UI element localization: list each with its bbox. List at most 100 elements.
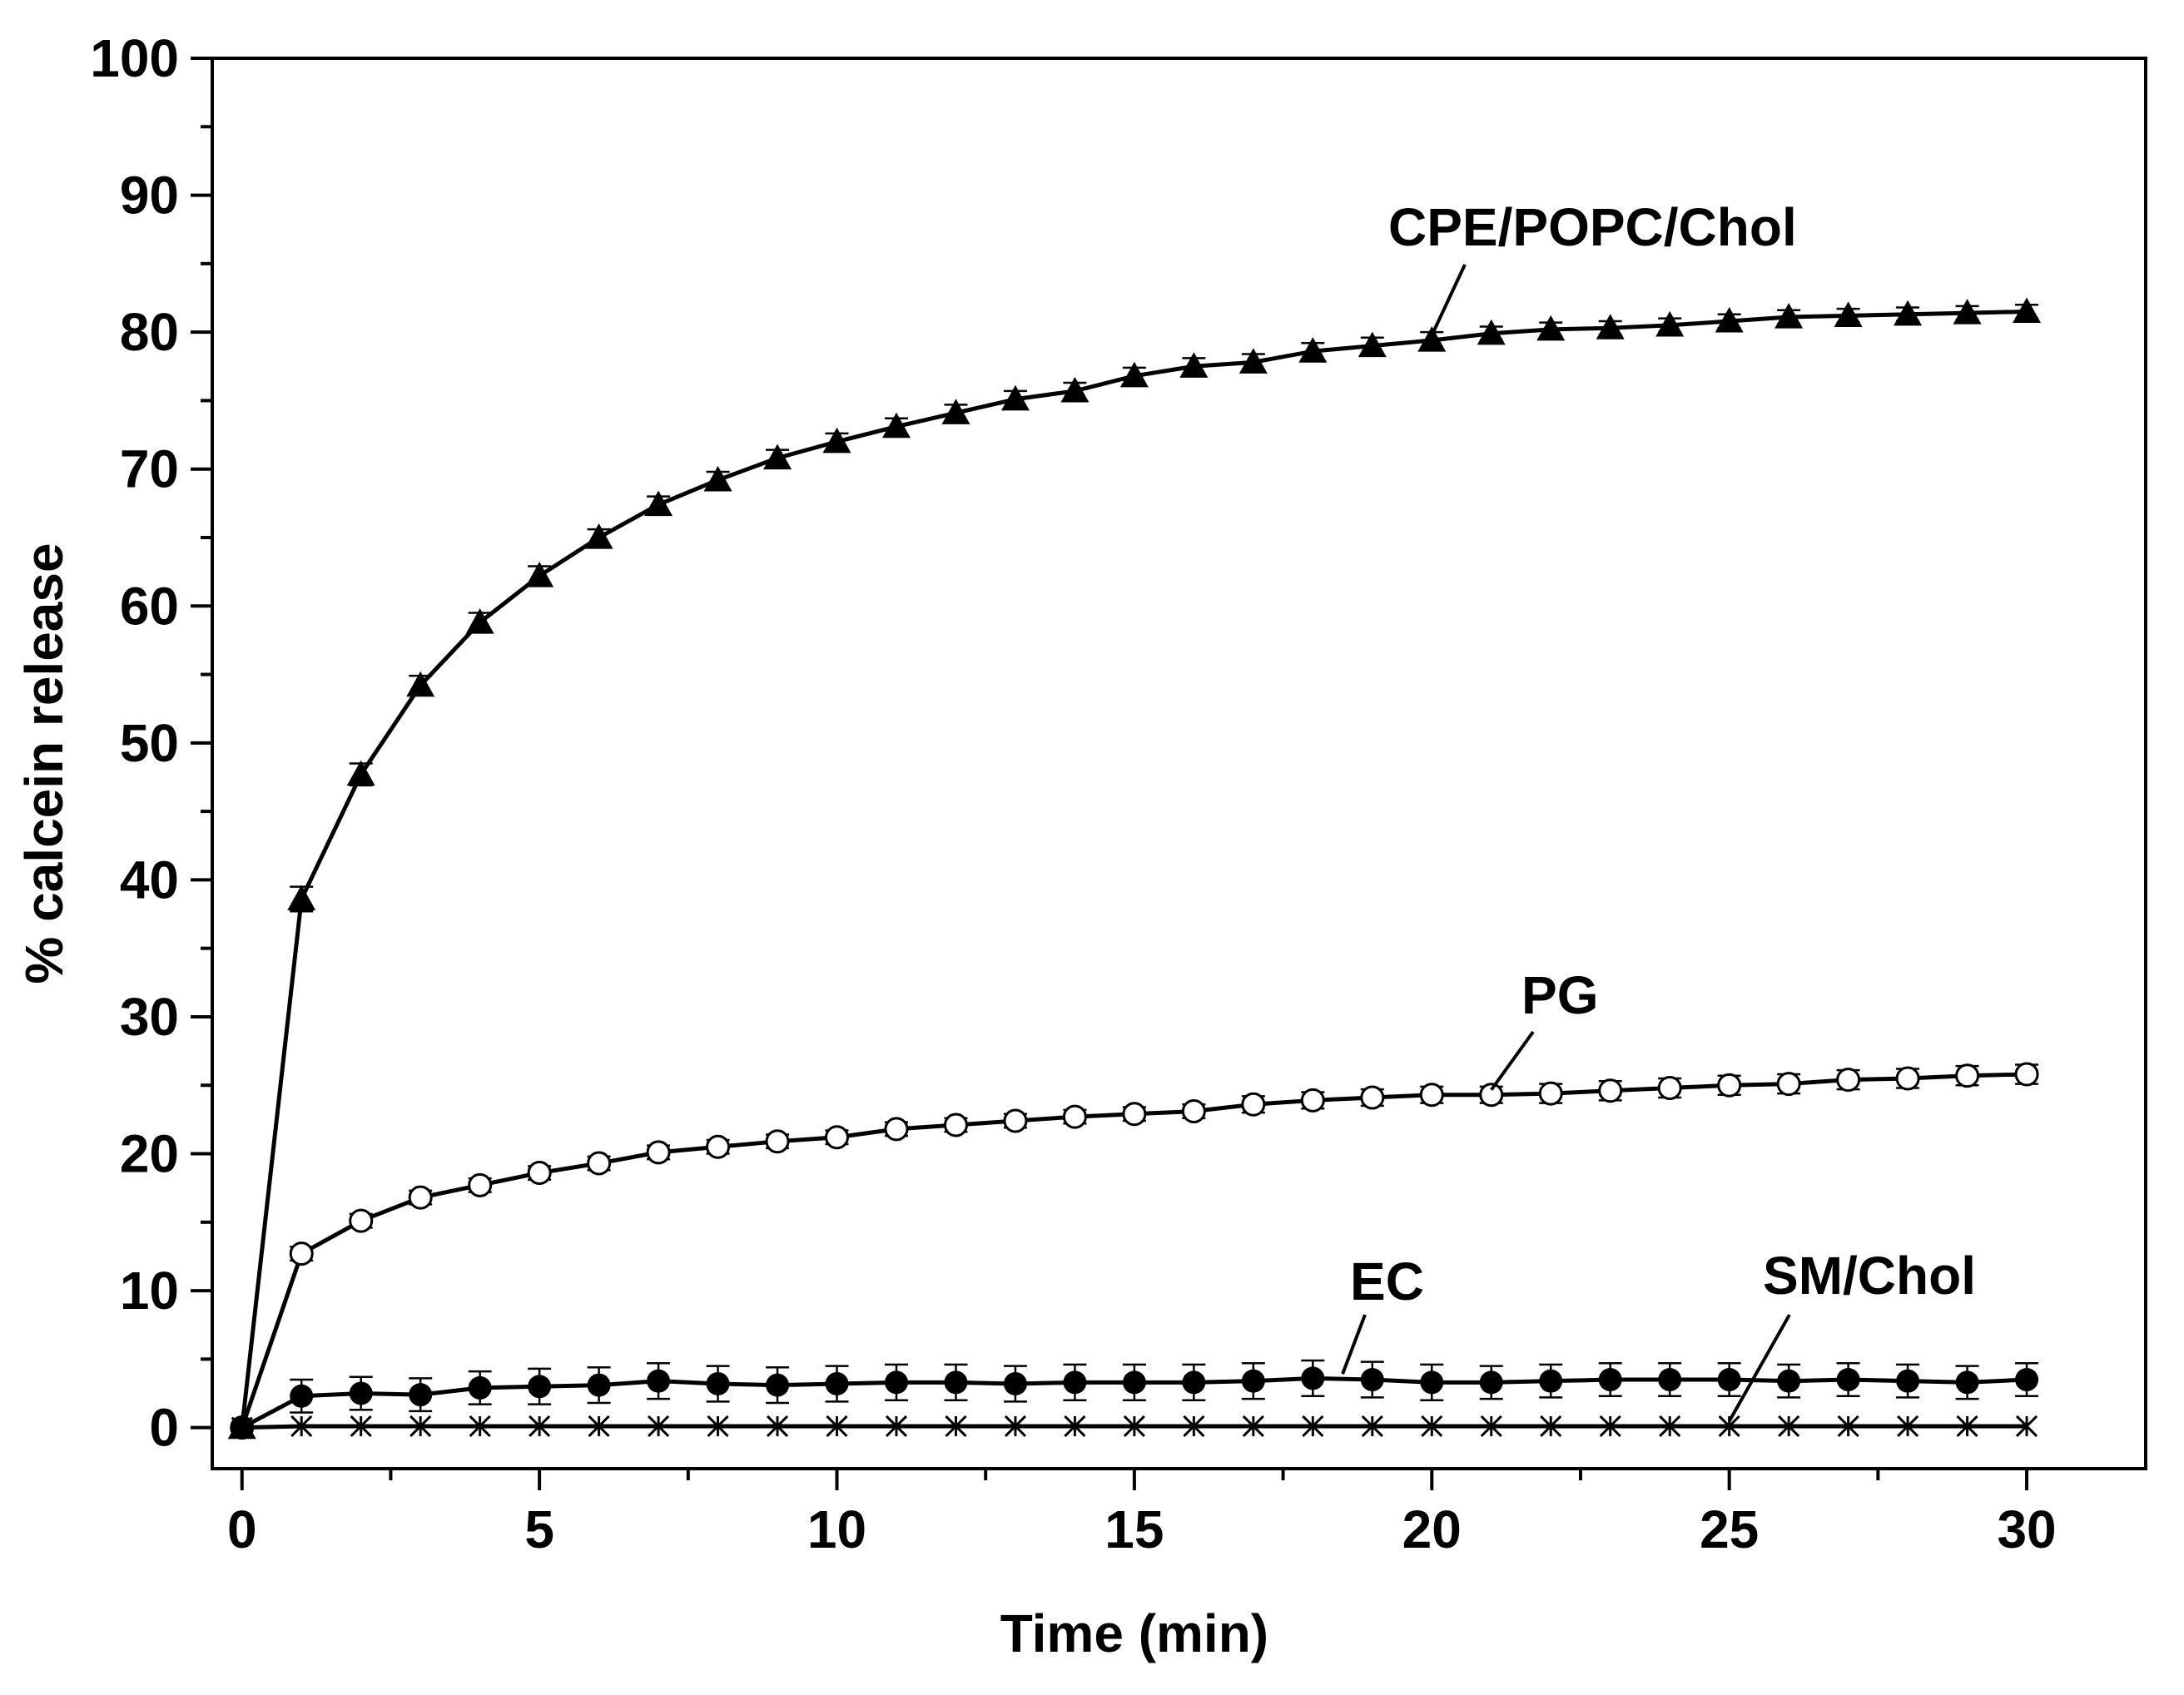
data-point-marker: [1836, 1368, 1860, 1392]
data-point-marker: [1596, 314, 1625, 339]
data-point-marker: [825, 1125, 850, 1150]
data-point-marker: [1778, 1415, 1800, 1438]
data-point-marker: [469, 1415, 491, 1438]
data-point-marker: [1955, 1063, 1980, 1088]
data-point-marker: [1717, 1073, 1742, 1098]
data-point-marker: [1062, 1104, 1087, 1129]
data-point-marker: [1538, 1081, 1563, 1106]
plot-border: [211, 57, 2147, 1470]
data-point-marker: [1956, 1415, 1978, 1438]
data-point-marker: [1123, 1415, 1145, 1438]
data-point-marker: [468, 1172, 493, 1197]
data-point-marker: [290, 1384, 314, 1408]
data-point-marker: [646, 1140, 671, 1165]
data-point-marker: [1836, 1068, 1861, 1093]
data-point-marker: [1300, 1088, 1325, 1113]
y-tick-label: 60: [120, 576, 179, 636]
data-point-marker: [1655, 310, 1685, 337]
data-point-marker: [1060, 376, 1090, 403]
data-point-marker: [1419, 1083, 1444, 1108]
data-point-marker: [706, 1134, 731, 1159]
annotation-cpe-popc-chol: CPE/POPC/Chol: [1388, 197, 1797, 336]
series-ec: [230, 1359, 2039, 1440]
data-point-marker: [349, 1208, 374, 1233]
data-point-marker: [1599, 1415, 1621, 1438]
data-point-marker: [2015, 1368, 2039, 1392]
data-point-marker: [468, 1375, 492, 1400]
data-point-marker: [766, 1373, 790, 1397]
data-point-marker: [1301, 1366, 1325, 1390]
data-point-marker: [1715, 306, 1744, 333]
data-point-marker: [408, 1185, 433, 1210]
data-point-marker: [1598, 1078, 1623, 1103]
y-tick-label: 90: [120, 166, 179, 226]
data-point-marker: [1479, 1370, 1503, 1395]
plot-frame: [211, 57, 2147, 1470]
data-point-marker: [1421, 1415, 1443, 1438]
data-point-marker: [648, 1415, 670, 1438]
y-tick-label: 30: [120, 987, 179, 1047]
data-point-marker: [587, 1151, 612, 1176]
data-point-marker: [825, 1371, 849, 1395]
series-sm-chol: [231, 1415, 2038, 1439]
x-axis-title: Time (min): [1000, 1603, 1268, 1663]
series-line-cpe-popc-chol: [240, 309, 2028, 1428]
y-tick-label: 40: [120, 850, 179, 909]
data-point-marker: [1774, 303, 1804, 329]
data-point-marker: [1003, 1108, 1028, 1133]
data-point-marker: [2014, 1062, 2039, 1087]
y-tick-label: 20: [120, 1124, 179, 1184]
y-axis: 0 10 20 30 40 50 60 70 80 90 100: [90, 28, 212, 1458]
series-cpe-popc-chol: [227, 297, 2042, 1440]
data-point-marker: [763, 444, 792, 470]
data-point-marker: [1658, 1368, 1682, 1392]
annotation-ec: EC: [1341, 1251, 1424, 1375]
annotation-label: PG: [1521, 965, 1598, 1025]
data-point-marker: [644, 490, 673, 517]
data-point-marker: [1003, 1371, 1027, 1395]
data-point-marker: [881, 412, 911, 439]
x-tick-label: 15: [1104, 1499, 1164, 1559]
data-point-marker: [1119, 361, 1149, 388]
annotation-label: EC: [1350, 1251, 1424, 1311]
data-point-marker: [465, 608, 494, 634]
data-point-marker: [409, 1383, 433, 1407]
data-point-marker: [1179, 352, 1209, 378]
y-tick-label: 10: [120, 1261, 179, 1321]
data-point-marker: [647, 1369, 671, 1393]
data-point-marker: [289, 1242, 314, 1266]
data-point-marker: [703, 465, 732, 492]
data-point-marker: [1539, 1369, 1563, 1393]
y-tick-label: 80: [120, 302, 179, 362]
data-point-marker: [1417, 326, 1447, 352]
data-point-marker: [945, 1415, 967, 1438]
series-layer: [227, 297, 2042, 1440]
data-point-marker: [1242, 1415, 1264, 1438]
y-tick-label: 100: [90, 28, 179, 88]
data-point-marker: [527, 1161, 552, 1186]
data-point-marker: [1238, 348, 1268, 374]
data-point-marker: [528, 1375, 552, 1399]
data-point-marker: [406, 671, 435, 697]
data-point-marker: [287, 885, 316, 911]
data-point-marker: [410, 1415, 432, 1438]
data-point-marker: [943, 1113, 968, 1137]
x-tick-label: 10: [807, 1499, 866, 1559]
data-point-marker: [1183, 1415, 1205, 1438]
data-point-marker: [350, 1415, 372, 1438]
data-point-marker: [1122, 1370, 1146, 1395]
annotation-label: CPE/POPC/Chol: [1388, 197, 1797, 257]
data-point-marker: [1361, 1415, 1383, 1438]
data-point-marker: [1181, 1098, 1206, 1123]
x-tick-label: 20: [1402, 1499, 1462, 1559]
annotation-pointer: [1341, 1314, 1367, 1375]
annotation-pg: PG: [1490, 965, 1598, 1091]
data-point-marker: [1302, 1415, 1324, 1438]
data-point-marker: [1063, 1370, 1087, 1395]
data-point-marker: [1182, 1370, 1206, 1395]
data-point-marker: [1540, 1415, 1562, 1438]
data-point-marker: [1241, 1369, 1265, 1393]
data-point-marker: [1360, 1085, 1385, 1110]
data-point-marker: [826, 1415, 848, 1438]
